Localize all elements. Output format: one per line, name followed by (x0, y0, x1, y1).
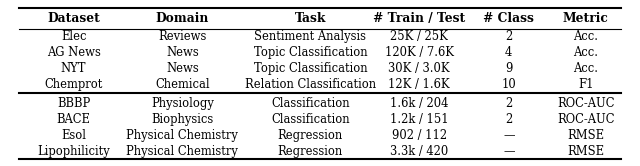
Text: Elec: Elec (61, 30, 86, 43)
Text: 2: 2 (505, 30, 513, 43)
Text: ROC-AUC: ROC-AUC (557, 113, 614, 126)
Text: Biophysics: Biophysics (151, 113, 214, 126)
Text: 1.6k / 204: 1.6k / 204 (390, 97, 449, 110)
Text: 3.3k / 420: 3.3k / 420 (390, 145, 449, 158)
Text: News: News (166, 46, 199, 59)
Text: Physiology: Physiology (151, 97, 214, 110)
Text: News: News (166, 62, 199, 75)
Text: Topic Classification: Topic Classification (253, 62, 367, 75)
Text: Acc.: Acc. (573, 62, 598, 75)
Text: Classification: Classification (271, 97, 349, 110)
Text: Regression: Regression (278, 129, 343, 142)
Text: 12K / 1.6K: 12K / 1.6K (388, 78, 450, 91)
Text: —: — (503, 145, 515, 158)
Text: 2: 2 (505, 97, 513, 110)
Text: AG News: AG News (47, 46, 100, 59)
Text: Domain: Domain (156, 12, 209, 25)
Text: 1.2k / 151: 1.2k / 151 (390, 113, 449, 126)
Text: Lipophilicity: Lipophilicity (37, 145, 110, 158)
Text: Topic Classification: Topic Classification (253, 46, 367, 59)
Text: RMSE: RMSE (567, 129, 604, 142)
Text: Acc.: Acc. (573, 30, 598, 43)
Text: Reviews: Reviews (158, 30, 207, 43)
Text: # Train / Test: # Train / Test (373, 12, 465, 25)
Text: Classification: Classification (271, 113, 349, 126)
Text: Sentiment Analysis: Sentiment Analysis (254, 30, 366, 43)
Text: Chemprot: Chemprot (44, 78, 103, 91)
Text: Dataset: Dataset (47, 12, 100, 25)
Text: Metric: Metric (563, 12, 609, 25)
Text: 120K / 7.6K: 120K / 7.6K (385, 46, 454, 59)
Text: BBBP: BBBP (57, 97, 90, 110)
Text: ROC-AUC: ROC-AUC (557, 97, 614, 110)
Text: BACE: BACE (57, 113, 90, 126)
Text: Physical Chemistry: Physical Chemistry (127, 145, 238, 158)
Text: NYT: NYT (61, 62, 86, 75)
Text: Chemical: Chemical (155, 78, 210, 91)
Text: 10: 10 (501, 78, 516, 91)
Text: Acc.: Acc. (573, 46, 598, 59)
Text: 25K / 25K: 25K / 25K (390, 30, 448, 43)
Text: 30K / 3.0K: 30K / 3.0K (388, 62, 450, 75)
Text: Task: Task (294, 12, 326, 25)
Text: 9: 9 (505, 62, 513, 75)
Text: Regression: Regression (278, 145, 343, 158)
Text: 4: 4 (505, 46, 513, 59)
Text: —: — (503, 129, 515, 142)
Text: Relation Classification: Relation Classification (245, 78, 376, 91)
Text: F1: F1 (578, 78, 593, 91)
Text: 2: 2 (505, 113, 513, 126)
Text: 902 / 112: 902 / 112 (392, 129, 447, 142)
Text: Esol: Esol (61, 129, 86, 142)
Text: RMSE: RMSE (567, 145, 604, 158)
Text: # Class: # Class (483, 12, 534, 25)
Text: Physical Chemistry: Physical Chemistry (127, 129, 238, 142)
